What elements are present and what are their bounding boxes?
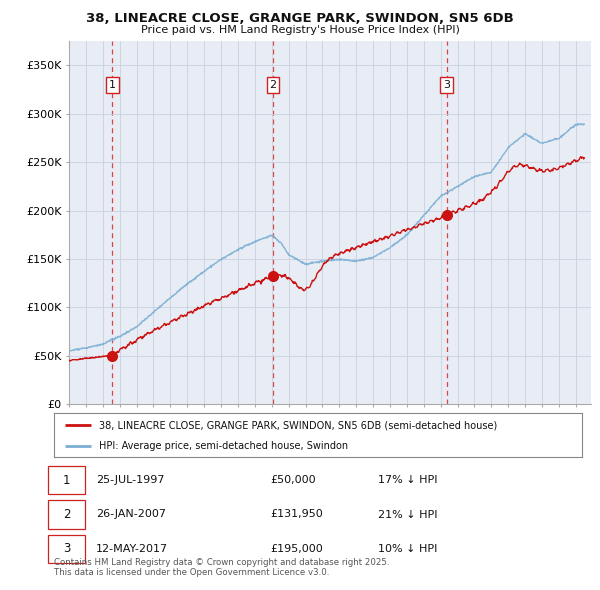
Text: £195,000: £195,000 xyxy=(270,544,323,553)
Text: 38, LINEACRE CLOSE, GRANGE PARK, SWINDON, SN5 6DB (semi-detached house): 38, LINEACRE CLOSE, GRANGE PARK, SWINDON… xyxy=(99,421,497,430)
Text: 1: 1 xyxy=(109,80,116,90)
Text: Price paid vs. HM Land Registry's House Price Index (HPI): Price paid vs. HM Land Registry's House … xyxy=(140,25,460,35)
Text: 12-MAY-2017: 12-MAY-2017 xyxy=(96,544,168,553)
Text: 1: 1 xyxy=(63,474,70,487)
Text: 21% ↓ HPI: 21% ↓ HPI xyxy=(378,510,437,519)
Text: Contains HM Land Registry data © Crown copyright and database right 2025.
This d: Contains HM Land Registry data © Crown c… xyxy=(54,558,389,577)
Text: £50,000: £50,000 xyxy=(270,476,316,485)
Text: HPI: Average price, semi-detached house, Swindon: HPI: Average price, semi-detached house,… xyxy=(99,441,348,451)
Text: 2: 2 xyxy=(63,508,70,521)
Text: £131,950: £131,950 xyxy=(270,510,323,519)
Text: 26-JAN-2007: 26-JAN-2007 xyxy=(96,510,166,519)
Text: 25-JUL-1997: 25-JUL-1997 xyxy=(96,476,164,485)
Text: 17% ↓ HPI: 17% ↓ HPI xyxy=(378,476,437,485)
Text: 3: 3 xyxy=(63,542,70,555)
Text: 3: 3 xyxy=(443,80,450,90)
Text: 2: 2 xyxy=(269,80,277,90)
Text: 38, LINEACRE CLOSE, GRANGE PARK, SWINDON, SN5 6DB: 38, LINEACRE CLOSE, GRANGE PARK, SWINDON… xyxy=(86,12,514,25)
Text: 10% ↓ HPI: 10% ↓ HPI xyxy=(378,544,437,553)
